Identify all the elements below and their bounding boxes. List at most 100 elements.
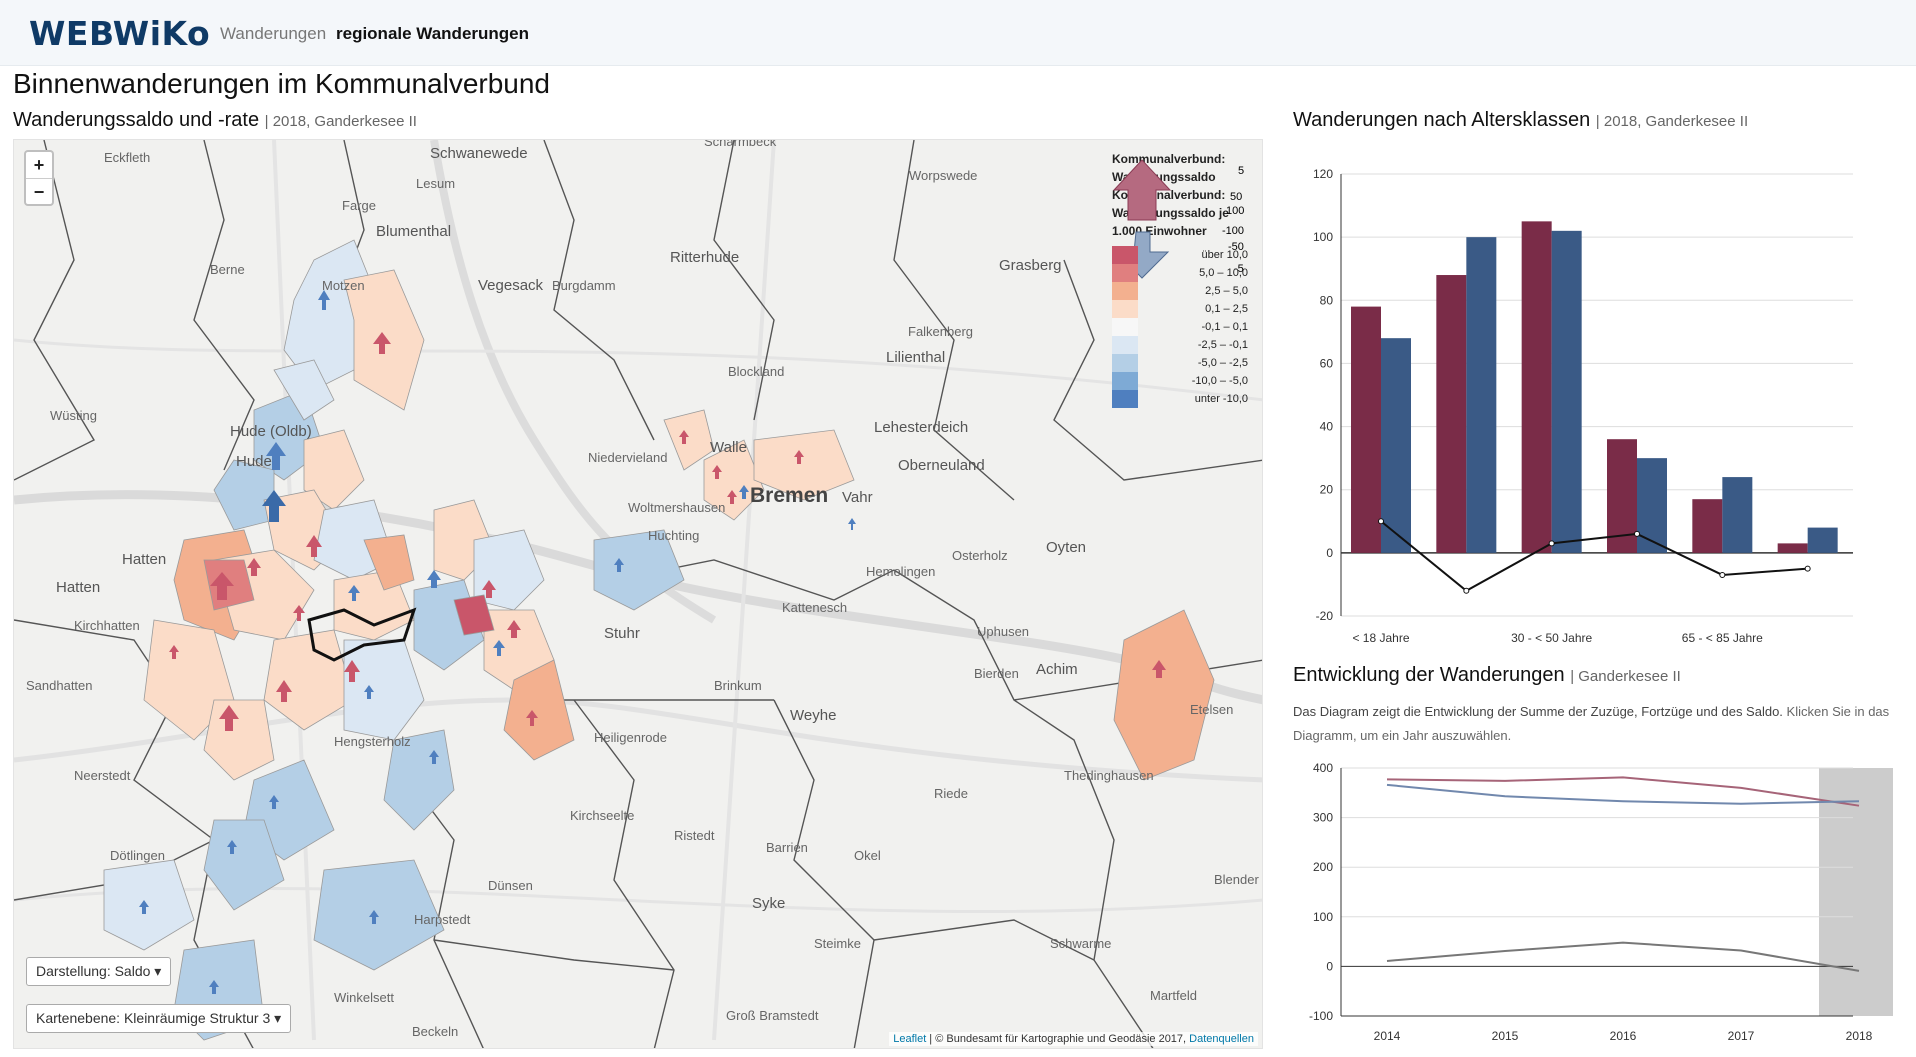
map-label: Sandhatten (26, 678, 93, 693)
map-label: Burgdamm (552, 278, 616, 293)
legend-class-swatch (1112, 354, 1138, 372)
bar (1436, 275, 1467, 553)
map-label: Brinkum (714, 678, 762, 693)
age-bar-chart[interactable]: -20 0 20 40 60 80 100 120 < 18 Jahre 30 - < 50 Ja… (1293, 158, 1893, 648)
map-label: Achim (1036, 661, 1078, 678)
page-title: Binnenwanderungen im Kommunalverbund (13, 68, 551, 99)
legend-arrow-label: -50 (1228, 241, 1244, 253)
saldo-point (1548, 540, 1555, 547)
darstellung-dropdown[interactable]: Darstellung: Saldo ▾ (26, 957, 172, 986)
legend-arrows: 5 50 100 -100 -50 -5 (1112, 159, 1244, 279)
trend-section-heading: Entwicklung der Wanderungen (1293, 664, 1565, 686)
brand-logo[interactable]: WEBWiKo (29, 14, 211, 53)
zoom-in-button[interactable]: + (33, 155, 45, 175)
map-label: Oberneuland (898, 457, 985, 474)
map-label: Schwarme (1050, 936, 1111, 951)
x-tick-label: 2015 (1492, 1029, 1519, 1043)
map-label: Walle (710, 439, 747, 456)
map-label: Dötlingen (110, 848, 165, 863)
legend-class-swatch (1112, 264, 1138, 282)
legend-class-label: 2,5 – 5,0 (1205, 285, 1248, 297)
legend-class-label: -2,5 – -0,1 (1197, 339, 1248, 351)
legend-class-row: -5,0 – -2,5 (1112, 354, 1262, 372)
legend-class-label: über 10,0 (1201, 249, 1248, 261)
trend-line-chart[interactable]: -100 0 100 200 300 400 2014 2015 2016 2017 2018 (1293, 754, 1893, 1054)
legend-arrow-label: 50 (1230, 191, 1242, 203)
datenquellen-link[interactable]: Datenquellen (1189, 1033, 1254, 1045)
saldo-point (1378, 518, 1384, 525)
legend-class-swatch (1112, 318, 1138, 336)
map-label: Stuhr (604, 625, 640, 642)
legend-class-label: 0,1 – 2,5 (1205, 303, 1248, 315)
bar (1807, 527, 1838, 553)
legend-class-swatch (1112, 246, 1138, 264)
nav-item-regionale-wanderungen[interactable]: regionale Wanderungen (336, 24, 530, 43)
zoom-out-button[interactable]: − (26, 178, 52, 204)
legend-class-row: über 10,0 (1112, 246, 1262, 264)
map-label: Martfeld (1150, 988, 1197, 1003)
legend-class-swatch (1112, 300, 1138, 318)
map-label: Lehesterdeich (874, 419, 968, 436)
y-tick-label: -100 (1309, 1009, 1333, 1023)
bar (1466, 237, 1497, 553)
map-label: Niedervieland (588, 450, 668, 465)
map-label: Weyhe (790, 707, 836, 724)
map-label: Kattenesch (782, 600, 847, 615)
map-panel[interactable]: Eckfleth Schwanewede Scharmbeck Lesum Wo… (13, 139, 1263, 1049)
map-label: Riede (934, 786, 968, 801)
map-label: Hengsterholz (334, 734, 411, 749)
map-label: Wüsting (50, 408, 97, 423)
map-label: Ritterhude (670, 249, 739, 266)
saldo-point (1804, 565, 1811, 572)
series-line (1386, 776, 1860, 807)
y-tick-label: -20 (1316, 609, 1334, 623)
map-label: Ristedt (674, 828, 715, 843)
map-label: Hatten (56, 579, 100, 596)
map-label: Steimke (814, 936, 861, 951)
map-label: Beckeln (412, 1024, 458, 1039)
map-label: Falkenberg (908, 324, 973, 339)
y-tick-label: 60 (1320, 356, 1334, 370)
map-label: Lesum (416, 176, 455, 191)
map-label: Woltmershausen (628, 500, 725, 515)
nav-item-wanderungen[interactable]: Wanderungen (220, 24, 327, 43)
top-navbar: WEBWiKo Wanderungen regionale Wanderunge… (0, 0, 1916, 66)
bar (1692, 499, 1723, 553)
y-tick-label: 20 (1320, 483, 1334, 497)
map-label: Uphusen (977, 624, 1029, 639)
map-label: Lilienthal (886, 349, 945, 366)
y-tick-label: 120 (1313, 167, 1333, 181)
legend-class-label: -0,1 – 0,1 (1201, 321, 1248, 333)
map-label: Neerstedt (74, 768, 131, 783)
map-canvas[interactable]: Eckfleth Schwanewede Scharmbeck Lesum Wo… (14, 140, 1263, 1049)
trend-section-title: Entwicklung der Wanderungen | Ganderkese… (1293, 664, 1681, 687)
x-tick-label: 2018 (1846, 1029, 1873, 1043)
legend-class-label: unter -10,0 (1194, 393, 1248, 405)
map-label: Winkelsett (334, 990, 394, 1005)
map-attribution: Leaflet | © Bundesamt für Kartographie u… (889, 1032, 1258, 1046)
age-section-heading: Wanderungen nach Altersklassen (1293, 109, 1591, 131)
legend-class-swatch (1112, 336, 1138, 354)
y-tick-label: 300 (1313, 811, 1333, 825)
x-tick-label: 2016 (1610, 1029, 1637, 1043)
y-tick-label: 80 (1320, 293, 1334, 307)
bar (1381, 338, 1411, 553)
map-label: Motzen (322, 278, 365, 293)
bar (1637, 458, 1667, 553)
leaflet-link[interactable]: Leaflet (893, 1033, 927, 1045)
trend-description-hint: Klicken Sie in das Diagramm, um ein Jahr… (1293, 704, 1890, 743)
map-label: Scharmbeck (704, 140, 777, 149)
map-label: Blockland (728, 364, 784, 379)
bar (1551, 230, 1582, 553)
map-label: Farge (342, 198, 376, 213)
map-label: Vahr (842, 489, 873, 506)
map-label: Worpswede (909, 168, 977, 183)
kartenebene-dropdown[interactable]: Kartenebene: Kleinräumige Struktur 3 ▾ (26, 1004, 292, 1033)
y-tick-label: 200 (1313, 860, 1333, 874)
y-tick-label: 100 (1313, 230, 1333, 244)
y-tick-label: 0 (1326, 546, 1333, 560)
map-label: Dünsen (488, 878, 533, 893)
bar (1521, 221, 1552, 553)
legend-class-row: 5,0 – 10,0 (1112, 264, 1262, 282)
map-label: Kirchseelte (570, 808, 634, 823)
